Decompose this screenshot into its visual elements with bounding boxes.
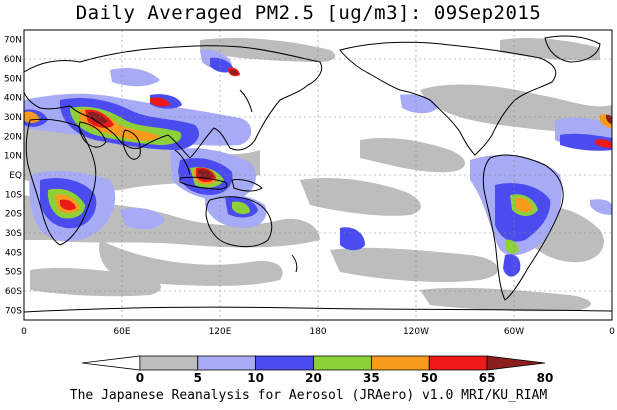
lon-label: 60W <box>504 327 524 337</box>
colorbar-label: 65 <box>479 371 496 382</box>
colorbar-segment <box>139 355 199 371</box>
lon-label: 180 <box>309 327 326 337</box>
lat-label: 50N <box>4 74 22 84</box>
lat-label: 60S <box>5 287 22 297</box>
coastlines <box>23 35 613 313</box>
colorbar: 0 5 10 20 35 50 65 80 <box>81 355 554 382</box>
lat-label: 20N <box>4 132 22 142</box>
colorbar-segment <box>81 355 141 371</box>
colorbar-label: 0 <box>136 371 144 382</box>
colorbar-label: 50 <box>421 371 438 382</box>
footer-credit: The Japanese Reanalysis for Aerosol (JRA… <box>69 388 548 403</box>
longitude-labels: 0 60E 120E 180 120W 60W 0 <box>21 327 615 337</box>
colorbar-label: 10 <box>247 371 264 382</box>
colorbar-segment <box>370 355 430 371</box>
colorbar-label: 5 <box>194 371 202 382</box>
lat-label: 20S <box>5 210 22 220</box>
lon-label: 120E <box>209 327 232 337</box>
colorbar-segment <box>486 355 546 371</box>
lat-label: 40S <box>5 248 22 258</box>
lat-label: 50S <box>5 268 22 278</box>
lat-lon-grid <box>24 30 612 320</box>
colorbar-label: 20 <box>305 371 322 382</box>
lon-label: 0 <box>609 327 615 337</box>
lat-label: 70N <box>4 36 22 46</box>
colorbar-label: 35 <box>363 371 380 382</box>
lat-label: 60N <box>4 55 22 65</box>
lat-label: 10S <box>5 190 22 200</box>
lat-label: 70S <box>5 306 22 316</box>
colorbar-segment <box>197 355 257 371</box>
pm25-map: 70N 60N 50N 40N 30N 20N 10N EQ 10S 20S 30S 40S 50S 60… <box>4 29 615 337</box>
lat-label: 10N <box>4 152 22 162</box>
colorbar-segment <box>255 355 314 371</box>
lon-label: 60E <box>113 327 130 337</box>
colorbar-segment <box>428 355 488 371</box>
map-frame <box>23 29 613 321</box>
map-title: Daily Averaged PM2.5 [ug/m3]: 09Sep2015 <box>75 2 542 24</box>
lat-label: 30S <box>5 229 22 239</box>
lon-label: 120W <box>403 327 429 337</box>
lat-label: 40N <box>4 94 22 104</box>
pm25-concentration-fields <box>24 37 612 312</box>
lat-label: EQ <box>9 171 22 181</box>
lat-label: 30N <box>4 113 22 123</box>
colorbar-label: 80 <box>537 371 554 382</box>
colorbar-segment <box>313 355 372 371</box>
lon-label: 0 <box>21 327 27 337</box>
latitude-labels: 70N 60N 50N 40N 30N 20N 10N EQ 10S 20S 30S 40S 50S 60… <box>4 36 22 317</box>
